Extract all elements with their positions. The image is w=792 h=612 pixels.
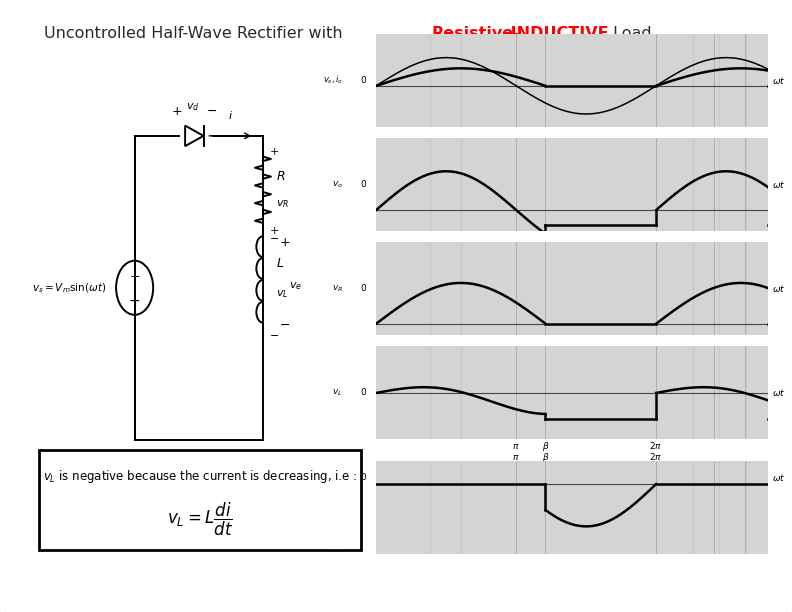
Text: $2\pi$: $2\pi$	[649, 440, 663, 451]
Text: $R$: $R$	[276, 170, 285, 182]
Text: 0: 0	[360, 473, 367, 482]
Text: +: +	[270, 226, 280, 236]
Text: $\omega t$: $\omega t$	[772, 75, 786, 86]
Text: −: −	[270, 331, 280, 341]
Text: $2\pi$: $2\pi$	[649, 346, 663, 357]
Text: +: +	[280, 236, 291, 249]
Text: −: −	[280, 319, 291, 332]
Text: 0: 0	[360, 76, 367, 84]
Polygon shape	[185, 125, 204, 146]
Text: $v_R$: $v_R$	[332, 283, 343, 294]
Text: 0: 0	[360, 284, 367, 293]
Text: $v_o$: $v_o$	[332, 179, 343, 190]
Text: $2\pi$: $2\pi$	[649, 138, 663, 149]
Text: +: +	[172, 105, 183, 118]
Text: $v_L$: $v_L$	[276, 288, 288, 300]
Text: 0: 0	[360, 389, 367, 397]
Text: $v_d$: $v_d$	[332, 502, 343, 513]
Text: $\omega t$: $\omega t$	[772, 472, 786, 483]
Text: +: +	[270, 147, 280, 157]
Text: $\beta$: $\beta$	[542, 440, 549, 453]
Text: $\omega t$: $\omega t$	[772, 179, 786, 190]
Text: $\beta$: $\beta$	[542, 346, 549, 359]
Text: 0: 0	[360, 181, 367, 189]
Text: −: −	[129, 294, 140, 308]
Text: Uncontrolled Half-Wave Rectifier with: Uncontrolled Half-Wave Rectifier with	[44, 26, 348, 41]
Text: $v_L$ is negative because the current is decreasing, i.e :: $v_L$ is negative because the current is…	[43, 468, 357, 485]
Text: $\omega t$: $\omega t$	[772, 387, 786, 398]
Text: Load: Load	[608, 26, 652, 41]
Text: Resistive-: Resistive-	[432, 26, 520, 41]
Text: INDUCTIVE: INDUCTIVE	[505, 26, 609, 41]
Text: $2\pi$: $2\pi$	[649, 243, 663, 254]
FancyBboxPatch shape	[39, 450, 361, 550]
Text: $v_e$: $v_e$	[288, 280, 302, 291]
Text: $\beta$: $\beta$	[542, 138, 549, 151]
Text: $\pi$: $\pi$	[512, 453, 520, 462]
Text: $\omega t$: $\omega t$	[772, 283, 786, 294]
Text: $\beta$: $\beta$	[542, 243, 549, 256]
Text: $v_s = V_m\sin(\omega t)$: $v_s = V_m\sin(\omega t)$	[32, 281, 106, 294]
Text: $v_R$: $v_R$	[276, 199, 289, 211]
Text: $v_L$: $v_L$	[333, 387, 343, 398]
Text: $-V_m$: $-V_m$	[319, 542, 339, 554]
Text: −: −	[207, 105, 217, 118]
Text: $\pi$: $\pi$	[512, 348, 520, 357]
Text: $v_L = L\dfrac{di}{dt}$: $v_L = L\dfrac{di}{dt}$	[167, 501, 233, 538]
Text: $2\pi$: $2\pi$	[649, 451, 663, 462]
Text: $i$: $i$	[228, 109, 233, 121]
Text: $\pi$: $\pi$	[512, 140, 520, 149]
Text: $v_s, i_o$: $v_s, i_o$	[322, 74, 343, 86]
Text: −: −	[270, 234, 280, 244]
Text: $\pi$: $\pi$	[512, 442, 520, 451]
Text: $\pi$: $\pi$	[512, 245, 520, 254]
Text: $L$: $L$	[276, 257, 284, 270]
Text: +: +	[129, 270, 140, 283]
Text: $\beta$: $\beta$	[542, 451, 549, 464]
Text: $v_d$: $v_d$	[186, 101, 200, 113]
